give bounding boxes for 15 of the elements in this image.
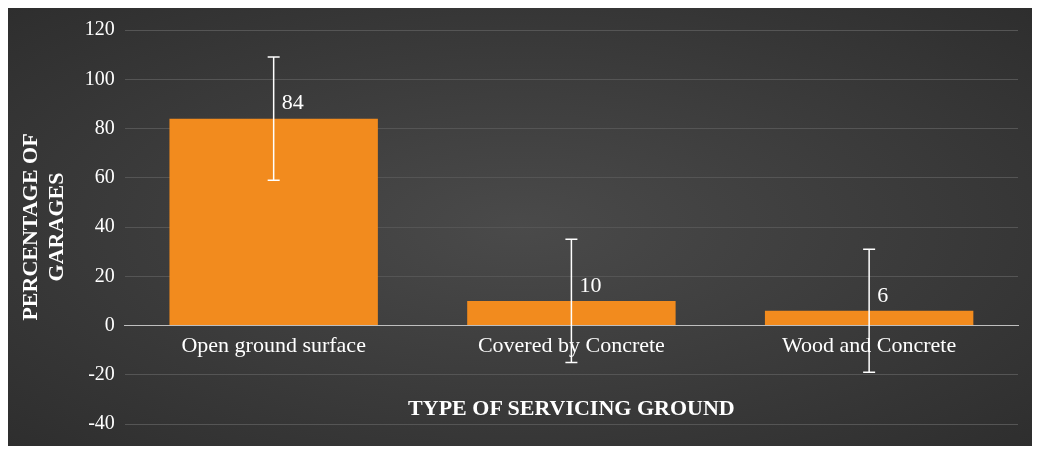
y-tick-label: 20 [94,263,115,286]
y-axis-title: PERCENTAGE OF GARAGES [16,133,69,321]
y-tick-label: 100 [84,66,115,89]
data-label: 6 [877,281,889,307]
y-tick-label: 60 [94,165,115,187]
data-label: 84 [281,89,304,115]
y-tick-label: -40 [88,411,115,434]
y-tick-label: -20 [88,362,115,384]
y-tick-label: 0 [104,312,115,335]
y-tick-label: 120 [84,17,115,40]
y-tick-label: 40 [94,214,115,237]
y-tick-label: 80 [94,115,115,138]
data-label: 10 [579,271,602,297]
x-tick-label: Open ground surface [181,332,366,358]
x-axis-title: TYPE OF SERVICING GROUND [408,394,735,420]
